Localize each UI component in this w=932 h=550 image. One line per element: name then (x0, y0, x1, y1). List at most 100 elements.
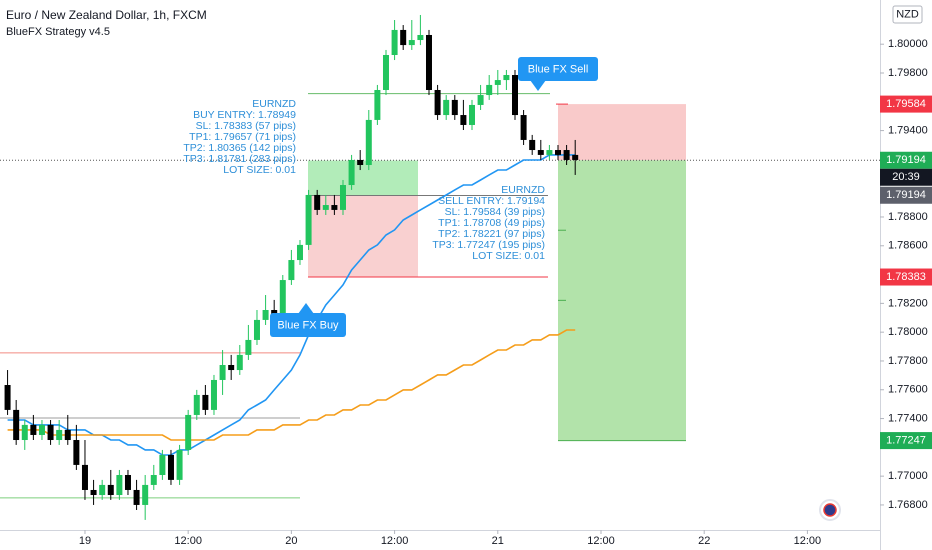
buy-info-text: TP1: 1.79657 (71 pips) (189, 131, 296, 143)
x-tick-label: 19 (79, 535, 91, 547)
candle-body (425, 34, 432, 90)
price-label: 1.78383 (886, 271, 926, 283)
candle-body (503, 75, 510, 81)
price-label-box (880, 151, 932, 169)
candle-body (494, 80, 501, 85)
candle-body (314, 194, 321, 210)
moving-average-line (7, 329, 576, 441)
candle-body (64, 429, 71, 441)
candle-body (391, 29, 398, 56)
price-label: 1.79584 (886, 98, 926, 110)
candle-body (167, 454, 174, 480)
time-axis (0, 530, 880, 550)
candle-body (417, 34, 424, 41)
sell-signal-pointer (530, 80, 546, 91)
sell-signal-bubble (518, 57, 598, 81)
sell-info-text: TP2: 1.78221 (97 pips) (438, 228, 545, 240)
buy-info-text: LOT SIZE: 0.01 (223, 164, 296, 176)
candle-body (116, 474, 123, 496)
candle-body (296, 244, 303, 261)
x-tick-label: 12:00 (381, 535, 409, 547)
candle-body (322, 205, 329, 210)
candle-body (546, 150, 553, 155)
candle-body (529, 139, 536, 151)
candle-body (38, 424, 45, 435)
candle-body (133, 489, 140, 505)
candle-body (348, 159, 355, 186)
sell-profit-zone (558, 160, 686, 441)
candle-body (288, 260, 295, 281)
candle-body (193, 394, 200, 415)
x-tick-label: 12:00 (587, 535, 615, 547)
candle-body (107, 484, 114, 496)
candle-body (124, 474, 131, 490)
candle-body (477, 95, 484, 105)
candle-body (47, 424, 54, 441)
candle-body (185, 414, 192, 450)
buy-profit-zone (308, 160, 418, 196)
x-tick-label: 22 (698, 535, 710, 547)
price-label-box (880, 432, 932, 450)
candle-body (374, 89, 381, 120)
x-tick-label: 12:00 (794, 535, 822, 547)
sell-info-text: TP1: 1.78708 (49 pips) (438, 217, 545, 229)
y-tick-label: 1.78000 (888, 326, 928, 338)
y-tick-label: 1.77600 (888, 384, 928, 396)
candle-body (253, 319, 260, 340)
candle-body (511, 75, 518, 116)
candle-body (365, 119, 372, 166)
candle-body (271, 309, 278, 316)
candle-body (572, 154, 579, 160)
candle-body (305, 194, 312, 245)
candle-body (90, 489, 97, 496)
candle-body (382, 55, 389, 90)
candle-body (279, 280, 286, 316)
candle-body (357, 159, 364, 166)
sell-info-text: LOT SIZE: 0.01 (472, 250, 545, 262)
y-tick-label: 1.77800 (888, 355, 928, 367)
price-label: 1.79194 (886, 154, 926, 166)
countdown-label: 20:39 (892, 171, 920, 183)
buy-signal-pointer (298, 303, 314, 314)
candle-body (159, 454, 166, 475)
sell-signal-label: Blue FX Sell (528, 63, 589, 75)
candle-body (236, 354, 243, 371)
buy-info-text: EURNZD (252, 98, 296, 110)
candle-body (228, 364, 235, 371)
candle-body (400, 29, 407, 46)
candle-body (262, 309, 269, 320)
candle-body (73, 440, 80, 465)
y-tick-label: 1.79400 (888, 124, 928, 136)
candle-body (176, 449, 183, 480)
sell-info-text: TP3: 1.77247 (195 pips) (432, 239, 545, 251)
y-tick-label: 1.79800 (888, 67, 928, 79)
x-tick-label: 20 (285, 535, 297, 547)
y-tick-label: 1.77400 (888, 412, 928, 424)
candle-body (30, 424, 37, 435)
chart-title: Euro / New Zealand Dollar, 1h, FXCM (6, 8, 207, 22)
candle-body (331, 205, 338, 210)
candle-body (56, 429, 63, 441)
sell-info-text: SELL ENTRY: 1.79194 (438, 195, 545, 207)
buy-signal-bubble (270, 313, 346, 337)
candle-body (451, 99, 458, 116)
buy-info-text: BUY ENTRY: 1.78949 (193, 109, 296, 121)
buy-signal-label: Blue FX Buy (277, 319, 339, 331)
buy-info-text: SL: 1.78383 (57 pips) (196, 120, 296, 132)
candle-body (245, 339, 252, 355)
y-tick-label: 1.77000 (888, 470, 928, 482)
candle-body (520, 115, 527, 140)
y-tick-label: 1.78600 (888, 240, 928, 252)
candle-body (219, 364, 226, 380)
candle-body (537, 150, 544, 155)
sell-info-text: EURNZD (501, 184, 545, 196)
currency-label: NZD (896, 8, 919, 20)
candle-body (210, 379, 217, 410)
price-label-box (880, 95, 932, 113)
y-tick-label: 1.78800 (888, 211, 928, 223)
candle-body (563, 150, 570, 160)
candle-body (486, 84, 493, 96)
buy-info-text: TP3: 1.81781 (283 pips) (183, 153, 296, 165)
